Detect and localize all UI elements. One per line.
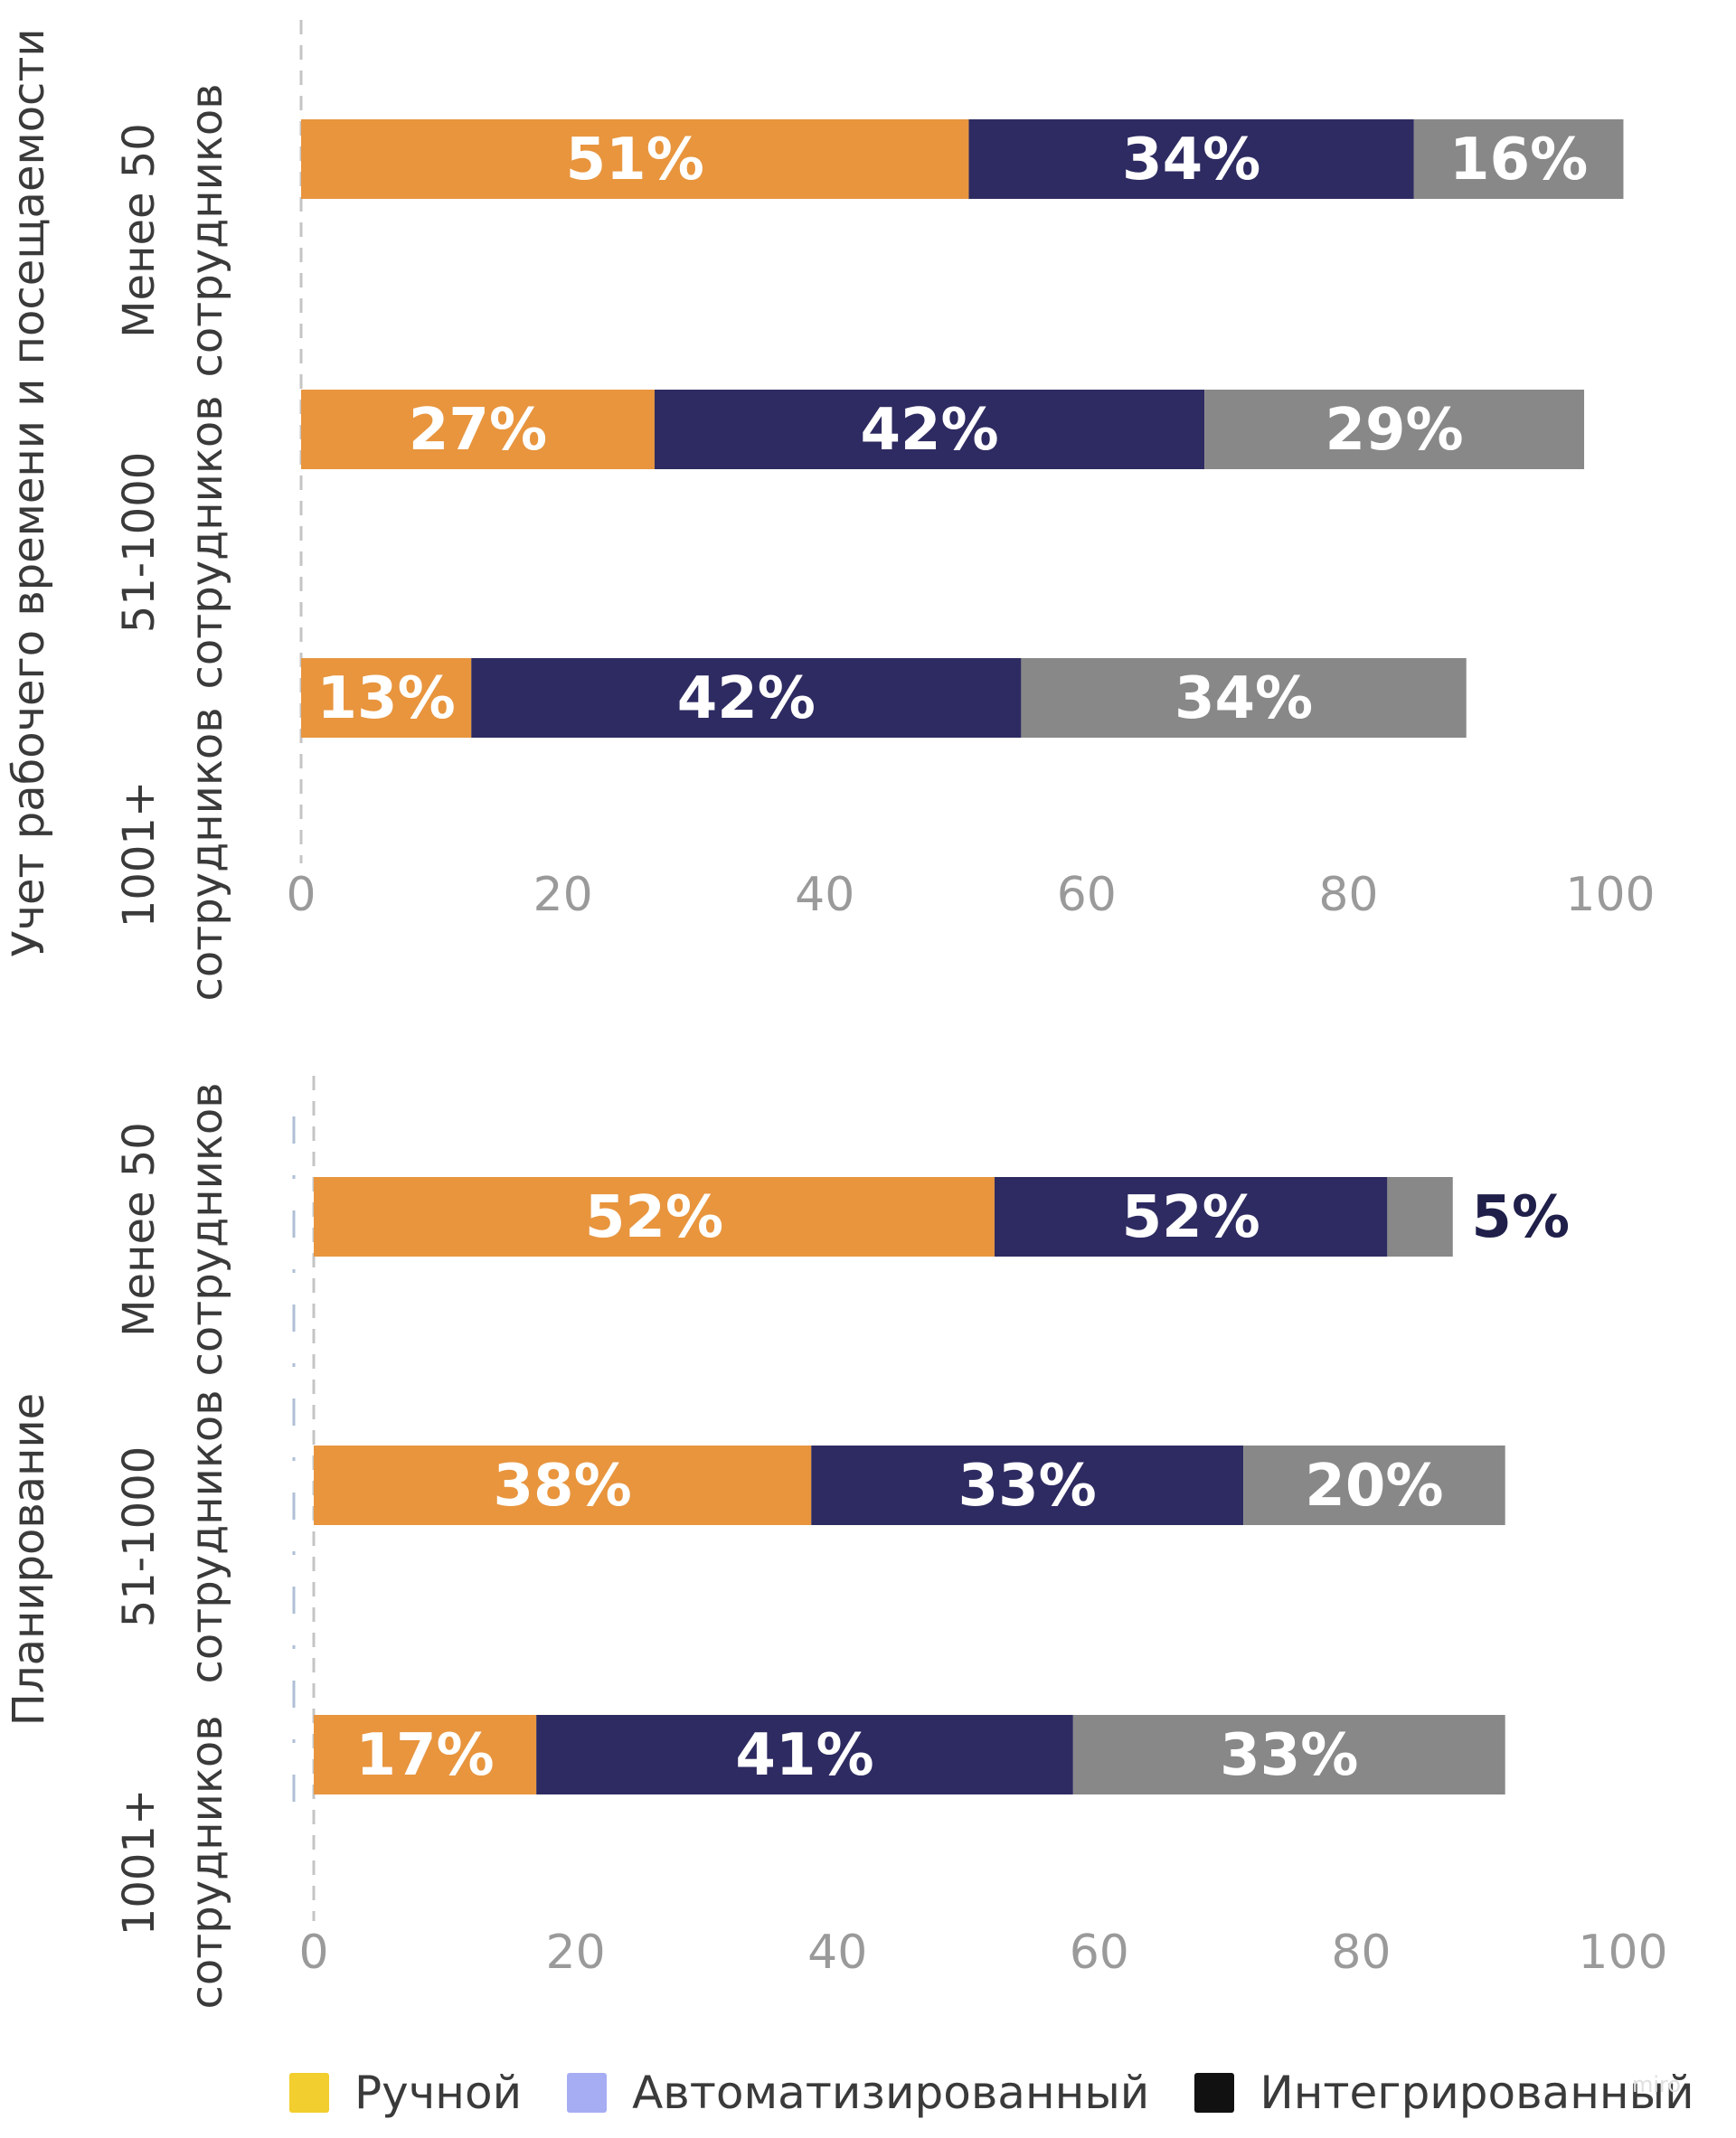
bar-data-label: 38% (494, 1453, 632, 1520)
category-label-line1: Менее 50 (114, 1122, 165, 1337)
bar-segment-integrated (1243, 1446, 1505, 1525)
x-tick-label: 100 (1565, 868, 1655, 922)
legend-swatch-manual (289, 2073, 329, 2113)
category-label-line2: сотрудников (182, 1389, 232, 1683)
bar-segment-automated (471, 658, 1022, 738)
x-tick-label: 0 (298, 1926, 328, 1980)
x-tick-label: 80 (1318, 868, 1378, 922)
bar-data-label: 29% (1325, 397, 1463, 464)
section-title-1: Планирование (4, 1393, 54, 1726)
watermark: miro (1632, 2072, 1682, 2097)
category-label-line2: сотрудников (182, 395, 232, 689)
category-label-line1: 51-1000 (114, 1446, 165, 1628)
legend-item-integrated: Интегрированный (1194, 2067, 1694, 2119)
bar-data-label: 33% (958, 1453, 1097, 1520)
bar-segment-integrated (1072, 1715, 1505, 1794)
bar-data-label: 42% (860, 397, 998, 464)
category-label-line1: 1001+ (114, 781, 165, 928)
x-tick-label: 60 (1057, 868, 1117, 922)
x-tick-label: 20 (546, 1926, 606, 1980)
category-label-line1: 51-1000 (114, 452, 165, 634)
x-tick-label: 0 (286, 868, 316, 922)
legend-item-automated: Автоматизированный (567, 2067, 1149, 2119)
bar-data-label: 34% (1122, 127, 1260, 193)
bar-data-label: 41% (735, 1722, 873, 1789)
bar-data-label: 52% (1122, 1184, 1260, 1251)
bar-segment-automated (654, 390, 1205, 469)
x-tick-label: 40 (807, 1926, 867, 1980)
category-label-line2: сотрудников (182, 707, 232, 1001)
bar-data-label: 51% (566, 127, 704, 193)
bar-data-label: 17% (355, 1722, 494, 1789)
x-tick-label: 100 (1578, 1926, 1667, 1980)
legend-label-integrated: Интегрированный (1260, 2067, 1694, 2119)
bar-segment-integrated (1387, 1177, 1453, 1257)
bar-segment-integrated (1021, 658, 1467, 738)
bar-segment-automated (536, 1715, 1073, 1794)
x-tick-label: 60 (1070, 1926, 1129, 1980)
x-tick-label: 40 (795, 868, 854, 922)
x-tick-label: 20 (533, 868, 593, 922)
bar-segment-manual (314, 1715, 537, 1794)
bar-segment-manual (301, 119, 969, 199)
category-label-line1: 1001+ (114, 1789, 165, 1936)
bar-segment-manual (314, 1177, 995, 1257)
legend-swatch-integrated (1194, 2073, 1235, 2113)
category-label-line2: сотрудников (182, 83, 232, 377)
x-tick-label: 80 (1331, 1926, 1391, 1980)
bar-segment-integrated (1204, 390, 1585, 469)
bar-segment-automated (968, 119, 1414, 199)
bar-data-label: 34% (1175, 665, 1313, 732)
legend-label-automated: Автоматизированный (632, 2067, 1150, 2119)
bar-segment-automated (811, 1446, 1244, 1525)
bar-data-label: 20% (1305, 1453, 1443, 1520)
category-label-line2: сотрудников (182, 1715, 232, 2009)
legend-swatch-automated (567, 2073, 608, 2113)
bar-data-label: 33% (1220, 1722, 1358, 1789)
legend-item-manual: Ручной (289, 2067, 522, 2119)
legend: Ручной Автоматизированный Интегрированны… (289, 2066, 1736, 2120)
bar-data-label: 52% (585, 1184, 723, 1251)
bar-segment-manual (301, 390, 655, 469)
bar-segment-integrated (1413, 119, 1624, 199)
category-label-line2: сотрудников (182, 1082, 232, 1376)
section-title-0: Учет рабочего времени и посещаемости (4, 28, 54, 956)
bar-data-label: 16% (1449, 127, 1588, 193)
bar-segment-manual (314, 1446, 812, 1525)
bar-data-label: 42% (677, 665, 816, 732)
bar-data-label: 27% (409, 397, 547, 464)
bar-data-label: 13% (317, 665, 456, 732)
category-label-line1: Менее 50 (114, 123, 165, 338)
bar-segment-automated (994, 1177, 1388, 1257)
bar-segment-manual (301, 658, 472, 738)
legend-label-manual: Ручной (354, 2067, 523, 2119)
bar-data-label: 5% (1471, 1184, 1570, 1251)
